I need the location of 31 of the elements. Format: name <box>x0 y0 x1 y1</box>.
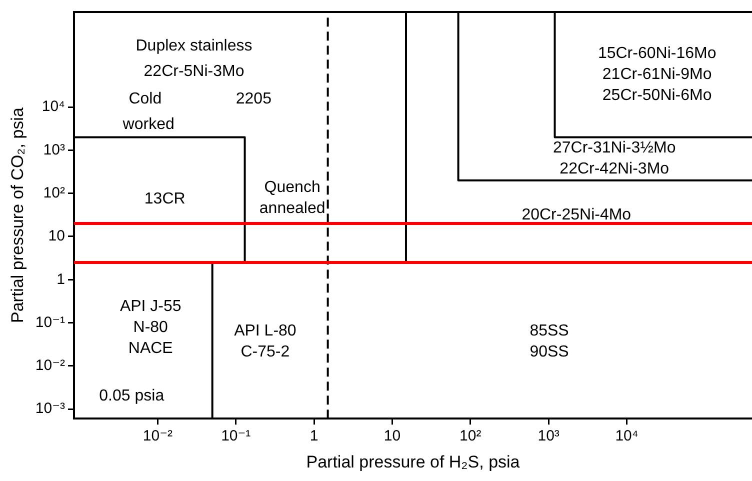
x-axis-title: Partial pressure of H₂S, psia <box>306 452 520 472</box>
x-tick-label: 10⁻² <box>142 428 172 445</box>
annotation: 22Cr-5Ni-3Mo <box>144 63 244 80</box>
x-tick-label: 10² <box>460 428 482 445</box>
annotation: 27Cr-31Ni-3½Mo 22Cr-42Ni-3Mo <box>553 139 676 178</box>
annotation: 0.05 psia <box>99 388 164 405</box>
y-tick-label: 1 <box>56 270 65 288</box>
x-tick-label: 1 <box>310 428 318 445</box>
y-tick-label: 10 <box>48 228 65 245</box>
y-tick-label: 10⁻² <box>35 357 65 374</box>
y-tick-label: 10⁻³ <box>35 400 65 418</box>
annotation: Quench annealed <box>259 179 326 218</box>
annotation: worked <box>122 116 174 134</box>
annotation: 13CR <box>144 190 186 208</box>
y-tick-label: 10³ <box>43 141 65 158</box>
annotation: API J-55 N-80 NACE <box>120 298 182 357</box>
annotation: 2205 <box>236 90 272 108</box>
y-tick-label: 10⁴ <box>42 98 65 116</box>
x-tick-label: 10⁴ <box>615 428 638 445</box>
annotation: Duplex stainless <box>136 38 252 55</box>
x-tick-label: 10⁻¹ <box>221 428 251 445</box>
y-tick-label: 10² <box>43 184 65 202</box>
y-axis-title: Partial pressure of CO₂, psia <box>8 107 27 324</box>
annotation: 15Cr-60Ni-16Mo 21Cr-61Ni-9Mo 25Cr-50Ni-6Mo <box>598 45 716 104</box>
annotation: 20Cr-25Ni-4Mo <box>522 206 632 224</box>
annotation: Cold <box>128 90 162 108</box>
annotation: API L-80 C-75-2 <box>234 322 296 360</box>
annotation: 85SS 90SS <box>530 322 569 360</box>
y-tick-label: 10⁻¹ <box>35 314 65 331</box>
x-tick-label: 10³ <box>538 428 560 445</box>
x-tick-label: 10 <box>384 428 401 445</box>
